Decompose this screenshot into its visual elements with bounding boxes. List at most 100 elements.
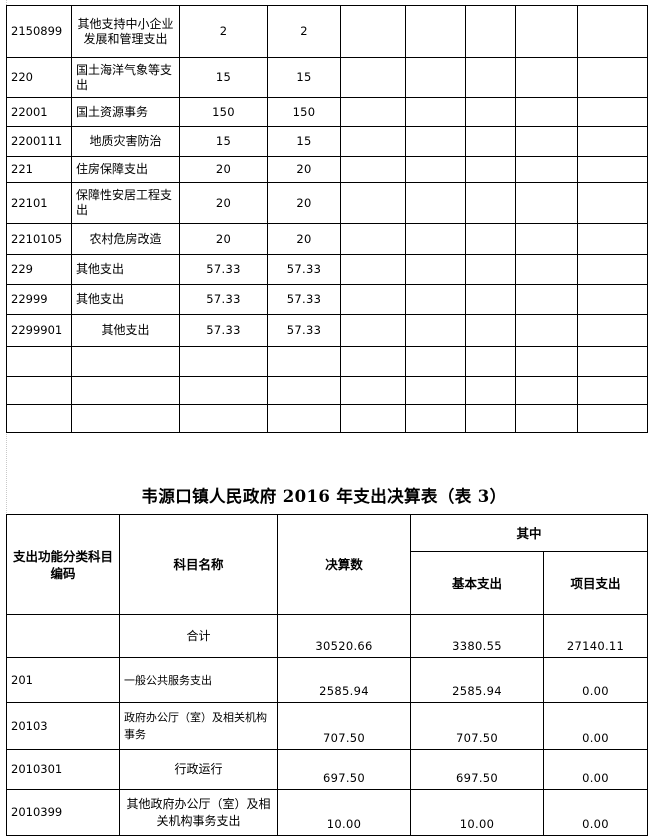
cell-final-amount: 30520.66 xyxy=(277,614,411,658)
table-row: 201 一般公共服务支出 2585.94 2585.94 0.00 xyxy=(6,657,648,703)
cell-code xyxy=(6,404,72,433)
cell-amount xyxy=(179,376,268,405)
cell-basic-expenditure: 697.50 xyxy=(410,749,544,790)
cell-amount: 57.33 xyxy=(267,314,341,347)
cell-empty xyxy=(405,97,466,127)
cell-amount: 150 xyxy=(267,97,341,127)
header-expenditure-code: 支出功能分类科目编码 xyxy=(6,514,120,615)
cell-subject-name: 农村危房改造 xyxy=(71,223,180,255)
table-row: 22001 国土资源事务 150 150 xyxy=(6,97,648,127)
cell-empty xyxy=(515,126,578,157)
cell-empty xyxy=(577,57,648,98)
cell-code xyxy=(6,376,72,405)
cell-amount: 57.33 xyxy=(179,314,268,347)
header-row-group: 支出功能分类科目编码 科目名称 决算数 其中 xyxy=(6,514,648,615)
cell-code xyxy=(6,346,72,377)
header-subject-name: 科目名称 xyxy=(119,514,278,615)
cell-empty xyxy=(515,156,578,183)
cell-amount: 150 xyxy=(179,97,268,127)
cell-subject-name: 其他支持中小企业发展和管理支出 xyxy=(71,5,180,58)
table-two-title: 韦源口镇人民政府 2016 年支出决算表（表 3） xyxy=(141,487,507,506)
cell-empty xyxy=(340,346,406,377)
cell-empty xyxy=(405,284,466,315)
cell-empty xyxy=(340,254,406,285)
cell-subject-name: 行政运行 xyxy=(119,749,278,790)
cell-code: 201 xyxy=(6,657,120,703)
table-row: 221 住房保障支出 20 20 xyxy=(6,156,648,183)
cell-final-amount: 2585.94 xyxy=(277,657,411,703)
cell-amount: 20 xyxy=(267,223,341,255)
cell-empty xyxy=(515,376,578,405)
cell-subject-name: 其他支出 xyxy=(71,284,180,315)
cell-empty xyxy=(465,284,516,315)
cell-empty xyxy=(465,376,516,405)
cell-empty xyxy=(515,223,578,255)
cell-empty xyxy=(405,156,466,183)
cell-empty xyxy=(465,254,516,285)
cell-empty xyxy=(405,314,466,347)
cell-code: 22101 xyxy=(6,182,72,224)
table-row: 22999 其他支出 57.33 57.33 xyxy=(6,284,648,315)
table-two-body: 合计 30520.66 3380.55 27140.11 201 一般公共服务支出 2585… xyxy=(6,614,648,836)
cell-subject-name: 国土资源事务 xyxy=(71,97,180,127)
cell-empty xyxy=(405,223,466,255)
cell-empty xyxy=(340,57,406,98)
cell-subject-name: 地质灾害防治 xyxy=(71,126,180,157)
cell-empty xyxy=(465,5,516,58)
cell-amount: 57.33 xyxy=(267,284,341,315)
header-project-expenditure: 项目支出 xyxy=(542,551,648,615)
table-row: 229 其他支出 57.33 57.33 xyxy=(6,254,648,285)
cell-empty xyxy=(515,284,578,315)
cell-subject-name: 其他支出 xyxy=(71,254,180,285)
cell-amount: 20 xyxy=(179,182,268,224)
cell-empty xyxy=(405,376,466,405)
table-row: 2150899 其他支持中小企业发展和管理支出 2 2 xyxy=(6,5,648,58)
cell-project-expenditure: 0.00 xyxy=(542,749,648,790)
cell-code: 229 xyxy=(6,254,72,285)
header-row-sub: 基本支出 项目支出 xyxy=(7,551,648,615)
cell-subject-name: 政府办公厅（室）及相关机构事务 xyxy=(119,702,278,750)
cell-amount: 57.33 xyxy=(267,254,341,285)
cell-empty xyxy=(465,223,516,255)
expenditure-final-accounts-table: 支出功能分类科目编码 科目名称 决算数 其中 基本支出 项目支出 合计 30520… xyxy=(6,514,648,836)
cell-empty xyxy=(577,223,648,255)
cell-empty xyxy=(515,182,578,224)
cell-empty xyxy=(340,97,406,127)
cell-empty xyxy=(340,5,406,58)
cell-empty xyxy=(577,97,648,127)
table-row: 2299901 其他支出 57.33 57.33 xyxy=(6,314,648,347)
cell-basic-expenditure: 707.50 xyxy=(410,702,544,750)
cell-empty xyxy=(340,284,406,315)
cell-project-expenditure: 0.00 xyxy=(542,702,648,750)
cell-amount xyxy=(179,346,268,377)
cell-empty xyxy=(405,404,466,433)
cell-empty xyxy=(515,404,578,433)
cell-empty xyxy=(515,254,578,285)
cell-amount: 15 xyxy=(179,126,268,157)
cell-basic-expenditure: 2585.94 xyxy=(410,657,544,703)
cell-subject-name xyxy=(71,404,180,433)
header-final-amount: 决算数 xyxy=(277,514,411,615)
cell-subject-name: 国土海洋气象等支出 xyxy=(71,57,180,98)
cell-final-amount: 707.50 xyxy=(277,702,411,750)
cell-empty xyxy=(405,346,466,377)
cell-empty xyxy=(465,126,516,157)
cell-empty xyxy=(577,182,648,224)
table-row xyxy=(6,376,648,405)
cell-amount: 2 xyxy=(267,5,341,58)
cell-empty xyxy=(405,254,466,285)
cell-empty xyxy=(340,182,406,224)
cell-empty xyxy=(465,314,516,347)
cell-subject-name: 一般公共服务支出 xyxy=(119,657,278,703)
table-row: 20103 政府办公厅（室）及相关机构事务 707.50 707.50 0.00 xyxy=(6,702,648,750)
cell-amount: 15 xyxy=(267,57,341,98)
cell-amount: 15 xyxy=(267,126,341,157)
cell-empty xyxy=(405,5,466,58)
cell-amount xyxy=(267,404,341,433)
cell-empty xyxy=(577,284,648,315)
cell-subject-name: 保障性安居工程支出 xyxy=(71,182,180,224)
cell-code: 2150899 xyxy=(6,5,72,58)
expenditure-detail-table-continued: 2150899 其他支持中小企业发展和管理支出 2 2 220 国土海洋气象等支出 15 15… xyxy=(6,5,648,433)
cell-empty xyxy=(577,346,648,377)
cell-final-amount: 697.50 xyxy=(277,749,411,790)
